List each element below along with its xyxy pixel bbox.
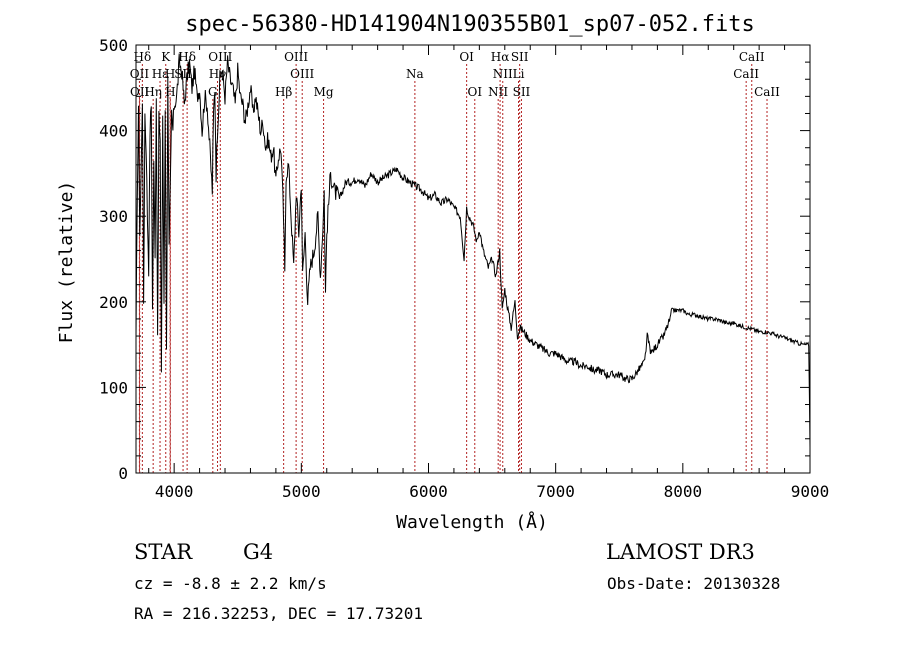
line-marker-label: OIII <box>284 50 308 64</box>
chart-title: spec-56380-HD141904N190355B01_sp07-052.f… <box>185 12 755 37</box>
spectrum-line <box>135 53 811 448</box>
line-marker-label: Hγ <box>209 67 227 81</box>
x-tick-label: 5000 <box>282 482 321 501</box>
line-marker-label: CaII <box>754 85 780 99</box>
y-tick-label: 0 <box>118 464 128 483</box>
line-marker-label: Hδ <box>134 50 152 64</box>
line-marker-label: H <box>165 85 175 99</box>
x-tick-label: 4000 <box>155 482 194 501</box>
line-marker-label: NII <box>488 85 508 99</box>
line-marker-label: Hε <box>152 67 169 81</box>
survey-name: LAMOST DR3 <box>606 540 755 564</box>
spectrum-chart: spec-56380-HD141904N190355B01_sp07-052.f… <box>56 12 829 533</box>
line-marker-label: OII <box>130 67 150 81</box>
line-marker-label: K <box>161 50 171 64</box>
line-marker-label: Hβ <box>275 85 292 99</box>
line-marker-label: Hα <box>491 50 510 64</box>
y-tick-label: 300 <box>99 207 128 226</box>
line-marker-label: Hδ <box>178 50 196 64</box>
plot-frame <box>135 44 811 474</box>
y-tick-label: 400 <box>99 122 128 141</box>
line-marker-label: Na <box>406 67 424 81</box>
observation-date: Obs-Date: 20130328 <box>607 574 781 593</box>
x-axis-label: Wavelength (Å) <box>396 511 548 533</box>
x-tick-label: 9000 <box>791 482 830 501</box>
line-marker-label: OI <box>467 85 482 99</box>
line-marker-label: SII <box>513 85 531 99</box>
line-marker-label: G <box>208 85 218 99</box>
x-tick-label: 6000 <box>409 482 448 501</box>
line-marker-label: Li <box>513 67 525 81</box>
object-subclass: G4 <box>243 540 274 564</box>
line-marker-label: OIII <box>290 67 314 81</box>
line-marker-label: CaII <box>733 67 759 81</box>
y-tick-label: 200 <box>99 293 128 312</box>
x-tick-label: 8000 <box>664 482 703 501</box>
line-marker-label: NII <box>493 67 513 81</box>
y-axis-label: Flux (relative) <box>56 181 77 344</box>
line-marker-label: OIII <box>208 50 232 64</box>
y-tick-label: 500 <box>99 36 128 55</box>
line-marker-label: H <box>165 67 175 81</box>
ra-dec: RA = 216.32253, DEC = 17.73201 <box>134 604 423 623</box>
line-marker-label: CaII <box>739 50 765 64</box>
object-class: STAR <box>134 540 193 564</box>
axis-ticks: 4000 5000 6000 7000 8000 9000 0 100 200 300 400 500 <box>99 36 829 501</box>
x-tick-label: 7000 <box>536 482 575 501</box>
line-marker-label: OI <box>459 50 474 64</box>
line-marker-label: SII <box>511 50 529 64</box>
line-marker-label: Mg <box>314 85 334 99</box>
redshift-cz: cz = -8.8 ± 2.2 km/s <box>134 574 327 593</box>
line-marker-label: Hη <box>144 85 162 99</box>
y-tick-label: 100 <box>99 378 128 397</box>
line-marker-label: OII <box>130 85 150 99</box>
